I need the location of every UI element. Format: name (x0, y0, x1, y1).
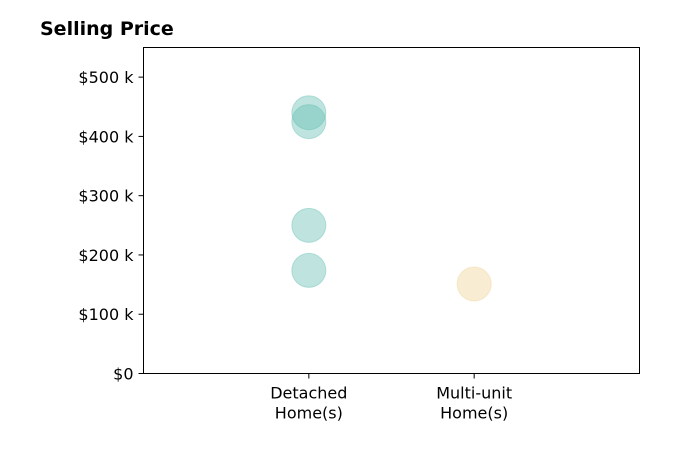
x-tick-label: Multi-unit Home(s) (436, 384, 512, 423)
y-tick-label: $400 k (78, 127, 134, 146)
data-points (291, 95, 492, 302)
y-tick-label: $200 k (78, 246, 134, 265)
y-tick-label: $500 k (78, 68, 134, 87)
data-point (291, 104, 327, 140)
y-tick-label: $0 (113, 365, 133, 384)
data-point (291, 95, 327, 131)
data-point (291, 252, 327, 288)
plot-area-frame (143, 47, 640, 374)
y-tick-label: $300 k (78, 187, 134, 206)
y-tick-label: $100 k (78, 305, 134, 324)
x-tick-label: Detached Home(s) (270, 384, 347, 423)
x-axis: Detached Home(s) Multi-unit Home(s) (270, 373, 512, 423)
data-point (291, 207, 327, 243)
chart-title: Selling Price (40, 18, 174, 40)
y-axis: $0 $100 k $200 k $300 k $400 k $500 k (78, 68, 144, 384)
data-point (456, 266, 492, 302)
